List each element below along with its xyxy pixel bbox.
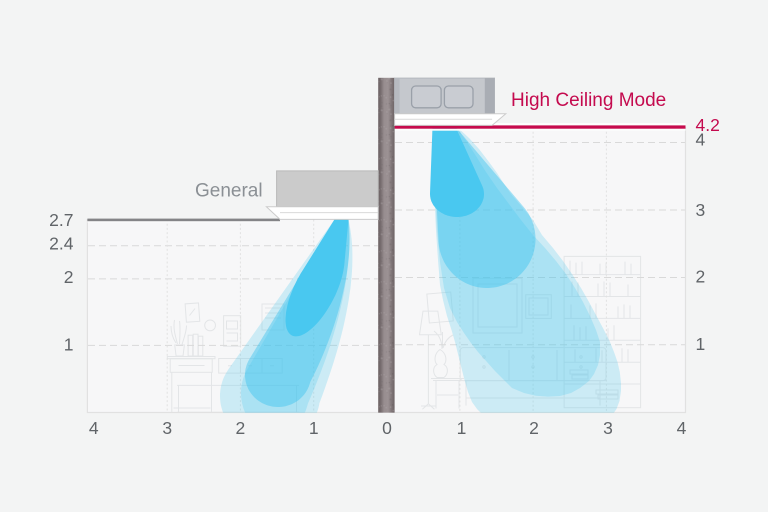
svg-text:1: 1 bbox=[696, 334, 706, 354]
svg-text:3: 3 bbox=[162, 418, 172, 438]
svg-text:2: 2 bbox=[529, 418, 539, 438]
svg-text:2: 2 bbox=[696, 267, 706, 287]
svg-text:2.4: 2.4 bbox=[49, 234, 74, 254]
svg-text:0: 0 bbox=[382, 418, 392, 438]
svg-text:4: 4 bbox=[677, 418, 687, 438]
svg-text:2.7: 2.7 bbox=[49, 210, 73, 230]
svg-text:4: 4 bbox=[696, 130, 706, 150]
svg-text:2: 2 bbox=[64, 267, 74, 287]
svg-text:High Ceiling Mode: High Ceiling Mode bbox=[511, 90, 666, 111]
svg-text:3: 3 bbox=[696, 200, 706, 220]
svg-text:3: 3 bbox=[603, 418, 613, 438]
svg-text:2: 2 bbox=[236, 418, 246, 438]
svg-text:1: 1 bbox=[457, 418, 467, 438]
svg-text:1: 1 bbox=[309, 418, 319, 438]
svg-text:General: General bbox=[195, 181, 263, 202]
svg-text:1: 1 bbox=[64, 334, 74, 354]
svg-text:4.2: 4.2 bbox=[696, 115, 720, 135]
svg-text:4: 4 bbox=[89, 418, 99, 438]
